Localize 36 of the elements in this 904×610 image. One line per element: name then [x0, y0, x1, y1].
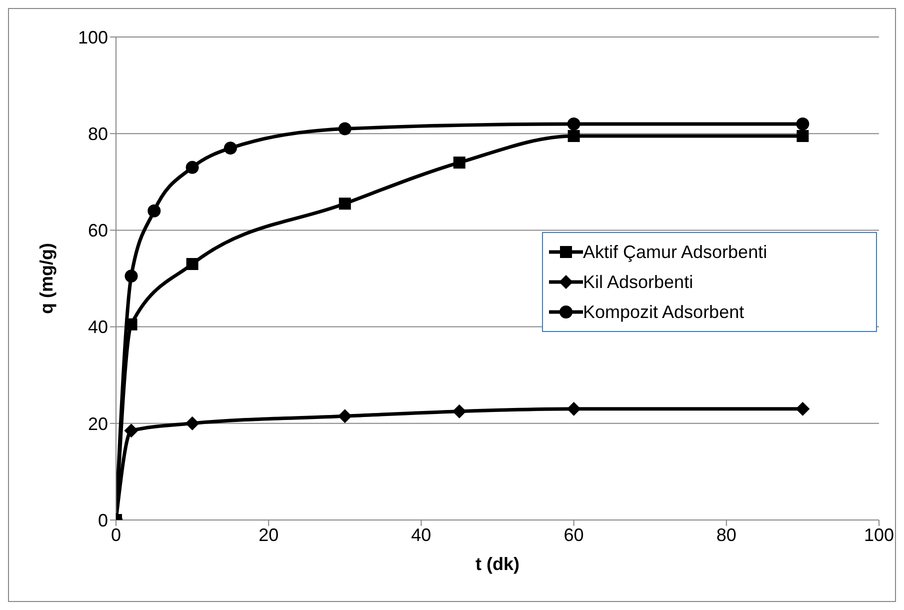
point — [568, 130, 580, 142]
y-tick-label: 20 — [88, 414, 108, 434]
point — [148, 204, 161, 218]
x-tick-label: 0 — [110, 524, 122, 545]
point — [124, 270, 138, 283]
point — [796, 402, 810, 416]
point — [796, 130, 809, 142]
point — [566, 402, 581, 416]
point — [338, 409, 352, 424]
y-tick-label: 100 — [78, 27, 108, 48]
y-tick-label: 80 — [88, 124, 108, 144]
point — [185, 416, 200, 430]
legend-label: Kil Adsorbenti — [583, 271, 694, 294]
point — [567, 117, 580, 130]
x-tick-label: 80 — [716, 524, 736, 545]
point — [796, 117, 810, 130]
point — [186, 160, 199, 174]
y-tick-label: 0 — [98, 510, 108, 530]
legend-label: Aktif Çamur Adsorbenti — [583, 241, 768, 264]
point — [224, 142, 237, 155]
y-tick-label: 60 — [88, 220, 108, 241]
x-axis-title: t (dk) — [476, 554, 520, 574]
point — [124, 424, 138, 438]
y-axis-title: q (mg/g) — [36, 243, 56, 314]
x-tick-label: 40 — [411, 524, 432, 545]
point — [453, 156, 466, 169]
y-tick-label: 40 — [88, 317, 108, 338]
point — [186, 258, 198, 270]
point — [452, 404, 466, 418]
legend-label: Kompozit Adsorbent — [583, 301, 744, 324]
point — [338, 198, 351, 210]
point — [125, 318, 138, 330]
x-tick-label: 20 — [258, 524, 279, 545]
x-tick-label: 100 — [864, 524, 894, 545]
x-tick-label: 60 — [564, 524, 584, 545]
point — [338, 122, 352, 136]
